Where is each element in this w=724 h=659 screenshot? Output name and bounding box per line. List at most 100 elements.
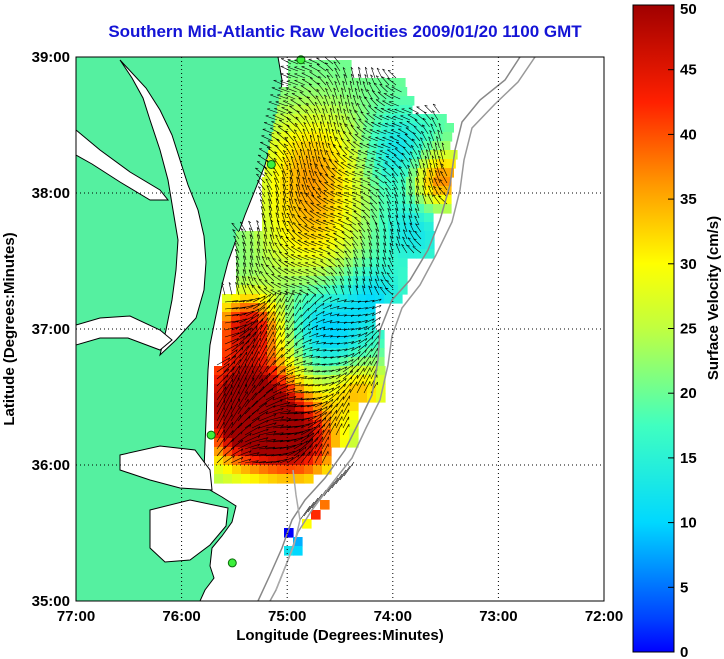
velocity-cell	[416, 231, 426, 241]
velocity-cell	[236, 240, 246, 250]
velocity-cell	[298, 186, 308, 196]
velocity-cell	[298, 177, 308, 187]
velocity-cell	[331, 375, 341, 385]
radar-station-marker	[227, 558, 237, 568]
velocity-cell	[249, 330, 259, 340]
velocity-cell	[294, 348, 304, 358]
velocity-cell	[340, 384, 350, 394]
colorbar-tick-label: 0	[680, 644, 688, 659]
velocity-cell	[289, 204, 299, 214]
velocity-cell	[289, 222, 299, 232]
velocity-cell	[344, 267, 354, 277]
velocity-cell	[331, 150, 341, 160]
velocity-cell	[349, 411, 359, 421]
velocity-cell	[431, 141, 442, 151]
velocity-cell	[366, 357, 376, 367]
velocity-cell	[326, 240, 336, 250]
velocity-cell	[308, 249, 318, 259]
velocity-cell	[271, 213, 281, 223]
velocity-cell	[385, 150, 395, 160]
velocity-cell	[335, 258, 345, 268]
velocity-cell	[413, 141, 424, 151]
velocity-cell	[380, 249, 390, 259]
velocity-cell	[349, 438, 359, 448]
velocity-cell	[321, 321, 331, 331]
velocity-cell	[245, 249, 255, 259]
velocity-cell	[408, 168, 418, 178]
velocity-cell	[334, 204, 344, 214]
velocity-cell	[325, 195, 335, 205]
velocity-cell	[322, 456, 332, 466]
velocity-cell	[280, 186, 290, 196]
velocity-cell	[340, 150, 350, 160]
velocity-cell	[303, 339, 313, 349]
velocity-cell	[262, 204, 272, 214]
velocity-cell	[380, 240, 390, 250]
velocity-cell	[362, 231, 372, 241]
velocity-cell	[275, 114, 285, 124]
velocity-cell	[440, 141, 451, 151]
velocity-cell	[343, 87, 354, 97]
velocity-cell	[331, 438, 341, 448]
velocity-cell	[214, 429, 224, 439]
velocity-cell	[339, 357, 349, 367]
velocity-cell	[282, 168, 292, 178]
velocity-cell	[349, 105, 359, 115]
velocity-cell	[295, 150, 305, 160]
velocity-cell	[326, 267, 336, 277]
x-tick-labels: 77:00 76:00 75:00 74:00 73:00 72:00	[57, 608, 623, 625]
velocity-cell	[214, 402, 224, 412]
velocity-cell	[268, 420, 278, 430]
velocity-cell	[308, 267, 318, 277]
velocity-cell	[241, 465, 251, 475]
velocity-cell	[267, 312, 277, 322]
velocity-cell	[277, 438, 287, 448]
velocity-cell	[263, 276, 273, 286]
velocity-cell	[262, 177, 272, 187]
velocity-cell	[262, 222, 272, 232]
velocity-cell	[435, 168, 445, 178]
velocity-cell	[349, 420, 359, 430]
velocity-cell	[397, 213, 407, 223]
velocity-cell	[342, 78, 352, 88]
velocity-cell	[365, 159, 375, 169]
velocity-cell	[408, 123, 418, 133]
velocity-cell	[297, 60, 307, 70]
velocity-cell	[340, 438, 350, 448]
velocity-cell	[358, 375, 368, 385]
velocity-cell	[316, 177, 326, 187]
velocity-cell	[254, 276, 264, 286]
velocity-cell	[300, 123, 310, 133]
velocity-cell	[232, 402, 242, 412]
velocity-cell	[313, 465, 323, 475]
velocity-cell	[361, 204, 371, 214]
velocity-cell	[389, 258, 399, 268]
velocity-cell	[347, 114, 357, 124]
velocity-cell	[303, 357, 313, 367]
velocity-cell	[330, 321, 340, 331]
velocity-cell	[280, 222, 290, 232]
velocity-cell	[394, 105, 404, 115]
velocity-cell	[398, 249, 408, 259]
velocity-cell	[307, 132, 318, 142]
velocity-cell	[347, 159, 357, 169]
velocity-cell	[240, 348, 250, 358]
velocity-cell	[339, 339, 349, 349]
velocity-cell	[313, 429, 323, 439]
velocity-cell	[345, 123, 355, 133]
velocity-cell	[240, 321, 250, 331]
velocity-cell	[294, 339, 304, 349]
velocity-cell	[223, 447, 233, 457]
velocity-cell	[317, 258, 327, 268]
velocity-cell	[305, 141, 316, 151]
velocity-cell	[416, 249, 426, 259]
radar-station-marker	[296, 55, 306, 65]
velocity-cell	[388, 186, 398, 196]
x-tick-label: 75:00	[268, 608, 306, 625]
velocity-cell	[366, 294, 376, 304]
velocity-cell	[268, 474, 278, 484]
velocity-cell	[392, 114, 402, 124]
y-tick-label: 37:00	[32, 321, 70, 338]
velocity-cell	[329, 114, 339, 124]
